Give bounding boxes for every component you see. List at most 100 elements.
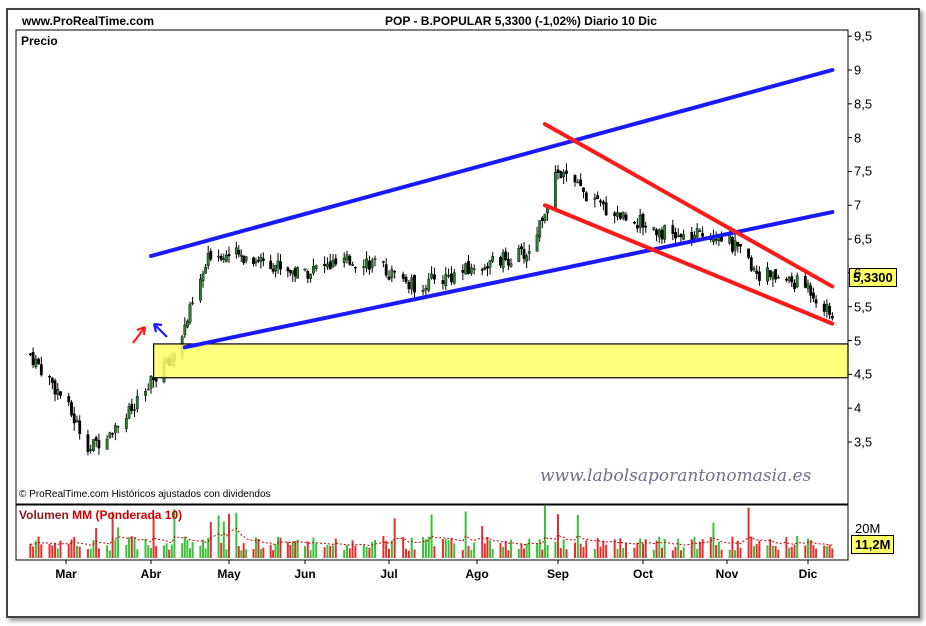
volume-bar [693,536,696,558]
volume-bar [168,549,171,558]
y-tick-label: 5,5 [854,299,873,315]
candle-body [679,234,683,238]
candle-body [387,276,391,280]
candle-body [491,256,495,262]
candle-body [185,320,189,328]
volume-bar [720,549,723,558]
volume-bar [671,550,674,558]
channel-blue-upper [149,68,835,258]
candle-body [433,274,436,280]
volume-bar [306,541,309,558]
volume-bar [237,546,240,558]
volume-bar [207,537,210,558]
candle-body [749,257,753,271]
candle-body [461,270,465,273]
y-tick-label: 9 [854,62,862,78]
candle-body [234,247,238,255]
volume-bar [32,546,35,558]
watermark-link[interactable]: www.labolsaporantonomasia.es [540,466,812,486]
volume-bar [315,543,318,558]
volume-bar [758,540,761,558]
copyright-note: © ProRealTime.com Históricos ajustados c… [19,489,271,500]
volume-bar [402,537,405,558]
support-zone [153,343,849,379]
candle-body [774,269,778,280]
volume-bar [483,543,486,558]
candle-body [582,187,585,192]
volume-bar [40,544,43,558]
volume-bar [538,539,541,558]
volume-bar [682,547,685,558]
volume-bar [199,545,202,558]
candle-body [188,304,192,323]
x-tick-label: Mar [55,567,77,581]
volume-bar [473,542,476,558]
candle-body [504,251,508,260]
candle-body [559,171,563,179]
candle-body [291,270,295,275]
candle-body [599,200,602,203]
candle-body [242,255,246,264]
volume-bar [29,543,32,558]
candle-body [342,257,346,263]
signal-arrows [132,322,168,344]
candle-body [427,278,431,291]
x-tick-label: Jul [380,567,398,581]
volume-bar [613,539,616,558]
candle-body [441,280,445,285]
volume-moving-average [30,527,833,547]
candle-body [573,175,577,183]
candle-body [393,271,397,273]
candle-body [328,261,332,270]
volume-bar [546,545,549,558]
candle-body [488,260,492,268]
x-tick-label: Dic [798,567,818,581]
candle-body [644,226,648,228]
candle-body [113,425,117,433]
volume-bar [674,546,677,558]
candle-body [450,273,453,283]
candle-body [621,211,625,219]
volume-bar [304,546,306,558]
volume-bar [144,538,147,558]
candle-body [370,260,374,268]
candle-body [56,389,60,395]
volume-bar [326,544,329,558]
volume-bar [125,544,128,558]
volume-bar [390,540,393,558]
volume-bar [204,548,207,558]
volume-bar [831,548,834,558]
volume-bar [309,550,312,558]
x-tick-label: Sep [546,567,570,581]
volume-bar [427,536,430,558]
volume-bar [644,539,647,558]
volume-bar [790,546,793,558]
volume-bar [486,536,489,558]
volume-bar [585,540,588,558]
candle-body [766,267,769,282]
volume-bar [111,511,114,558]
channel-red-lower [542,203,835,326]
candle-body [288,270,292,273]
candle-body [657,229,661,238]
candle-body [135,396,139,410]
volume-bar [696,548,699,558]
volume-bar [507,550,510,558]
candle-body [108,432,112,438]
x-tick-label: Abr [140,567,162,581]
candle-body [483,267,487,270]
candle-body [31,351,35,365]
candle-body [736,242,740,247]
y-tick-label: 4 [854,400,862,416]
candle-body [384,264,388,276]
volume-bar [70,539,73,558]
candle-body [613,212,617,216]
candle-body [368,260,371,270]
candle-body [641,214,645,228]
candle-body [146,388,150,391]
candle-body [739,244,742,247]
volume-bar [294,541,297,558]
candle-body [78,420,82,434]
volume-bar [574,542,576,558]
candle-body [373,258,377,260]
